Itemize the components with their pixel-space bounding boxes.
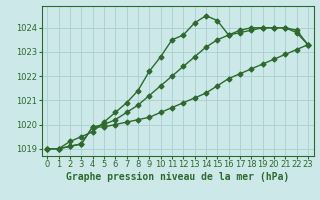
X-axis label: Graphe pression niveau de la mer (hPa): Graphe pression niveau de la mer (hPa): [66, 172, 289, 182]
